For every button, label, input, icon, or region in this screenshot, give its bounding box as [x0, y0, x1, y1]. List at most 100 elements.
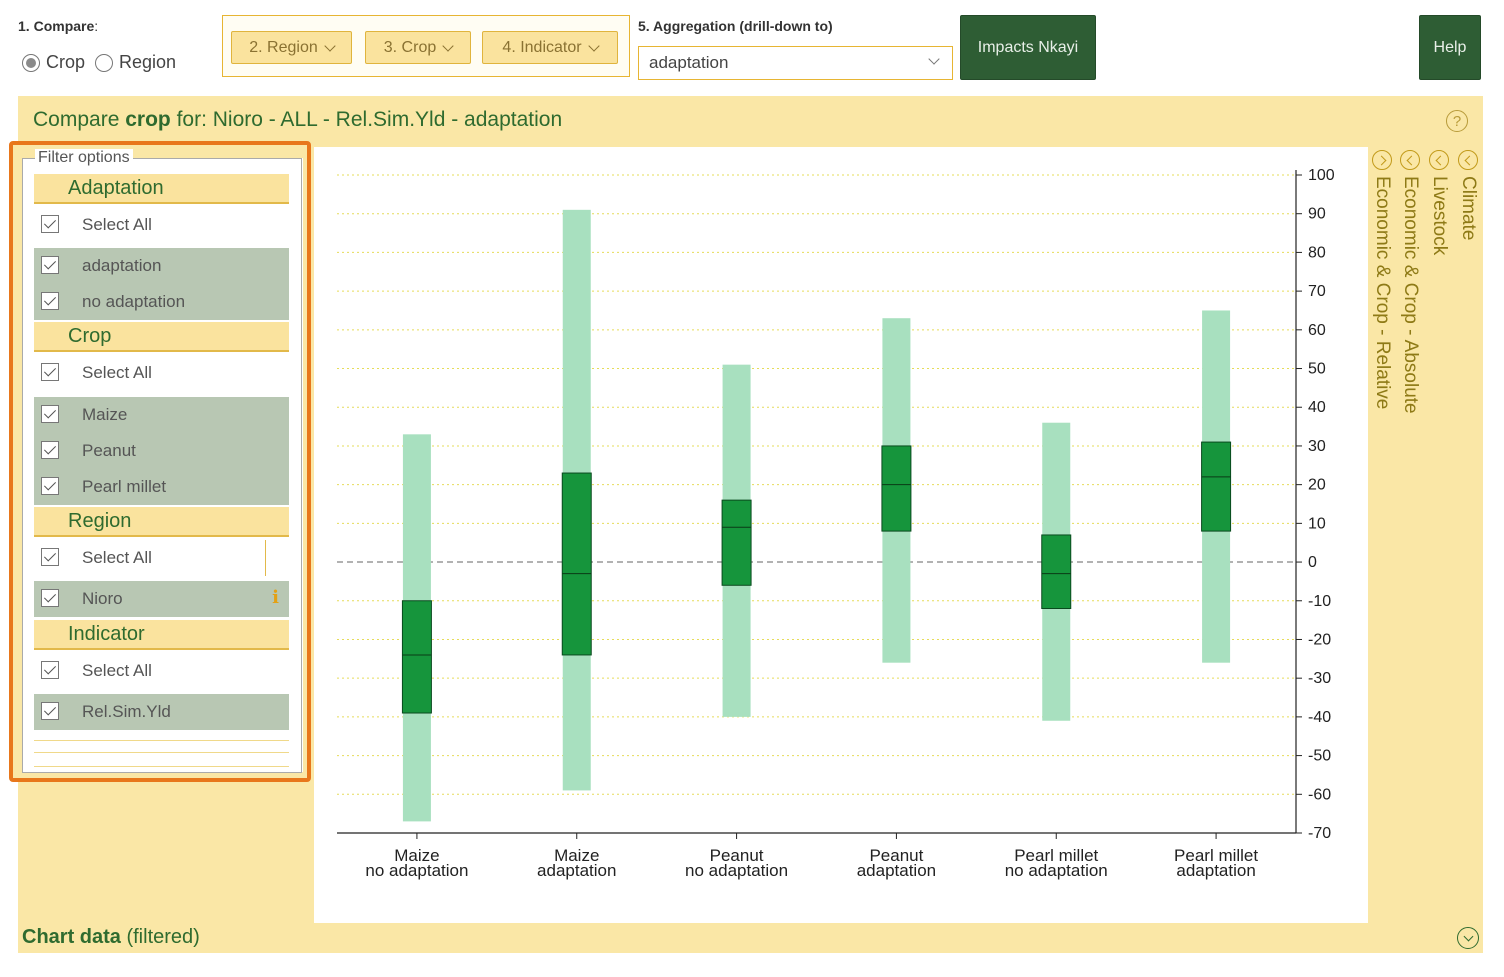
filter-item-label: Rel.Sim.Yld — [82, 702, 171, 721]
radio-region[interactable] — [95, 53, 114, 72]
region-dropdown[interactable]: 2. Region — [231, 31, 352, 64]
y-tick-label: -50 — [1308, 748, 1331, 765]
select-all-label: Select All — [82, 363, 152, 382]
filter-item-maize[interactable]: Maize — [34, 397, 289, 433]
side-tab-climate[interactable]: Climate — [1455, 150, 1481, 240]
filter-item-pearl-millet[interactable]: Pearl millet — [34, 469, 289, 505]
filter-item-label: Maize — [82, 405, 128, 424]
checkbox-checked-icon[interactable] — [41, 702, 59, 720]
chart-data-section-title[interactable]: Chart data (filtered) — [22, 926, 200, 949]
chart-data-title-suffix: (filtered) — [120, 926, 200, 948]
x-tick-label: Pearl millet — [1174, 846, 1258, 865]
aggregation-label: 5. Aggregation (drill-down to) — [638, 18, 833, 34]
help-button[interactable]: Help — [1419, 15, 1481, 80]
checkbox-checked-icon[interactable] — [41, 661, 59, 679]
help-circle-icon[interactable]: ? — [1446, 110, 1468, 132]
y-tick-label: -70 — [1308, 825, 1331, 842]
checkbox-checked-icon[interactable] — [41, 441, 59, 459]
side-tab-economic-relative[interactable]: Economic & Crop - Relative — [1369, 150, 1395, 409]
x-tick-label: no adaptation — [365, 861, 468, 880]
checkbox-checked-icon[interactable] — [41, 256, 59, 274]
side-tab-label: Economic & Crop - Absolute — [1400, 176, 1421, 414]
chevron-left-icon[interactable] — [1429, 150, 1449, 170]
chevron-left-icon[interactable] — [1400, 150, 1420, 170]
aggregation-select[interactable]: adaptation — [638, 46, 953, 80]
grid-layer — [337, 174, 1296, 795]
checkbox-checked-icon[interactable] — [41, 292, 59, 310]
filter-item-no-adaptation[interactable]: no adaptation — [34, 284, 289, 320]
x-tick-label: Peanut — [710, 846, 764, 865]
x-tick-label: Maize — [394, 846, 439, 865]
chart-data-title-bold: Chart data — [22, 926, 121, 948]
box — [561, 472, 592, 656]
filter-item-rel-sim-yld[interactable]: Rel.Sim.Yld — [34, 694, 289, 730]
crop-dropdown-label: 3. Crop — [383, 38, 437, 56]
y-tick-label: -20 — [1308, 631, 1331, 648]
compare-colon: : — [94, 18, 99, 34]
radio-crop-label: Crop — [46, 52, 86, 72]
info-icon[interactable]: i — [272, 587, 279, 608]
filter-dropdown-group: 2. Region 3. Crop 4. Indicator — [222, 15, 630, 77]
filter-divider — [34, 752, 289, 753]
chevron-right-icon[interactable] — [1372, 150, 1392, 170]
adaptation-select-all[interactable]: Select All — [34, 207, 289, 243]
x-tick-label: Pearl millet — [1014, 846, 1098, 865]
checkbox-checked-icon[interactable] — [41, 405, 59, 423]
y-tick-label: -10 — [1308, 593, 1331, 610]
y-tick-label: 20 — [1308, 477, 1326, 494]
radio-crop-option[interactable]: Crop — [22, 52, 85, 73]
box — [401, 600, 432, 714]
checkbox-checked-icon[interactable] — [41, 548, 59, 566]
chevron-down-circle-icon[interactable] — [1457, 927, 1479, 949]
filter-item-nioro[interactable]: Nioro i — [34, 581, 289, 617]
checkbox-checked-icon[interactable] — [41, 477, 59, 495]
compare-step-label: Compare — [33, 18, 95, 34]
filter-section-adaptation: Adaptation — [34, 174, 289, 204]
filter-section-crop: Crop — [34, 322, 289, 352]
filter-section-region: Region — [34, 507, 289, 537]
filter-divider — [34, 766, 289, 767]
x-tick-label: adaptation — [537, 861, 616, 880]
filter-fieldset-border — [22, 158, 302, 773]
side-tab-economic-absolute[interactable]: Economic & Crop - Absolute — [1397, 150, 1423, 414]
filter-item-adaptation[interactable]: adaptation — [34, 248, 289, 284]
checkbox-checked-icon[interactable] — [41, 215, 59, 233]
radio-region-option[interactable]: Region — [95, 52, 176, 73]
compare-label: 1. Compare: — [18, 18, 98, 34]
x-tick-label: adaptation — [857, 861, 936, 880]
filter-item-label: Pearl millet — [82, 477, 167, 496]
region-select-all[interactable]: Select All — [34, 540, 266, 576]
region-dropdown-label: 2. Region — [249, 38, 318, 56]
indicator-dropdown[interactable]: 4. Indicator — [482, 31, 618, 64]
filter-item-label: adaptation — [82, 256, 162, 275]
y-tick-label: 90 — [1308, 206, 1326, 223]
filter-item-label: no adaptation — [82, 292, 186, 311]
radio-region-label: Region — [119, 52, 177, 72]
panel-title: Compare crop for: Nioro - ALL - Rel.Sim.… — [33, 108, 562, 132]
chart-area — [314, 147, 1368, 923]
filter-item-peanut[interactable]: Peanut — [34, 433, 289, 469]
crop-dropdown[interactable]: 3. Crop — [365, 31, 471, 64]
y-tick-label: 40 — [1308, 399, 1326, 416]
checkbox-checked-icon[interactable] — [41, 363, 59, 381]
x-tick-label: Peanut — [869, 846, 923, 865]
y-tick-label: 0 — [1308, 554, 1317, 571]
filter-legend: Filter options — [35, 149, 133, 167]
panel-title-bold: crop — [125, 108, 171, 131]
y-tick-label: 50 — [1308, 361, 1326, 378]
crop-select-all[interactable]: Select All — [34, 355, 289, 391]
chevron-left-icon[interactable] — [1458, 150, 1478, 170]
box — [1201, 441, 1232, 532]
impacts-nkayi-button[interactable]: Impacts Nkayi — [960, 15, 1096, 80]
side-tab-label: Climate — [1458, 176, 1479, 241]
mark-layer — [401, 209, 1232, 822]
side-tab-livestock[interactable]: Livestock — [1426, 150, 1452, 255]
indicator-select-all[interactable]: Select All — [34, 653, 289, 689]
box — [721, 499, 752, 586]
y-tick-label: 80 — [1308, 244, 1326, 261]
radio-crop[interactable] — [22, 53, 40, 72]
y-tick-label: -30 — [1308, 670, 1331, 687]
axis-layer: 1009080706050403020100-10-20-30-40-50-60… — [337, 167, 1335, 880]
checkbox-checked-icon[interactable] — [41, 589, 59, 607]
